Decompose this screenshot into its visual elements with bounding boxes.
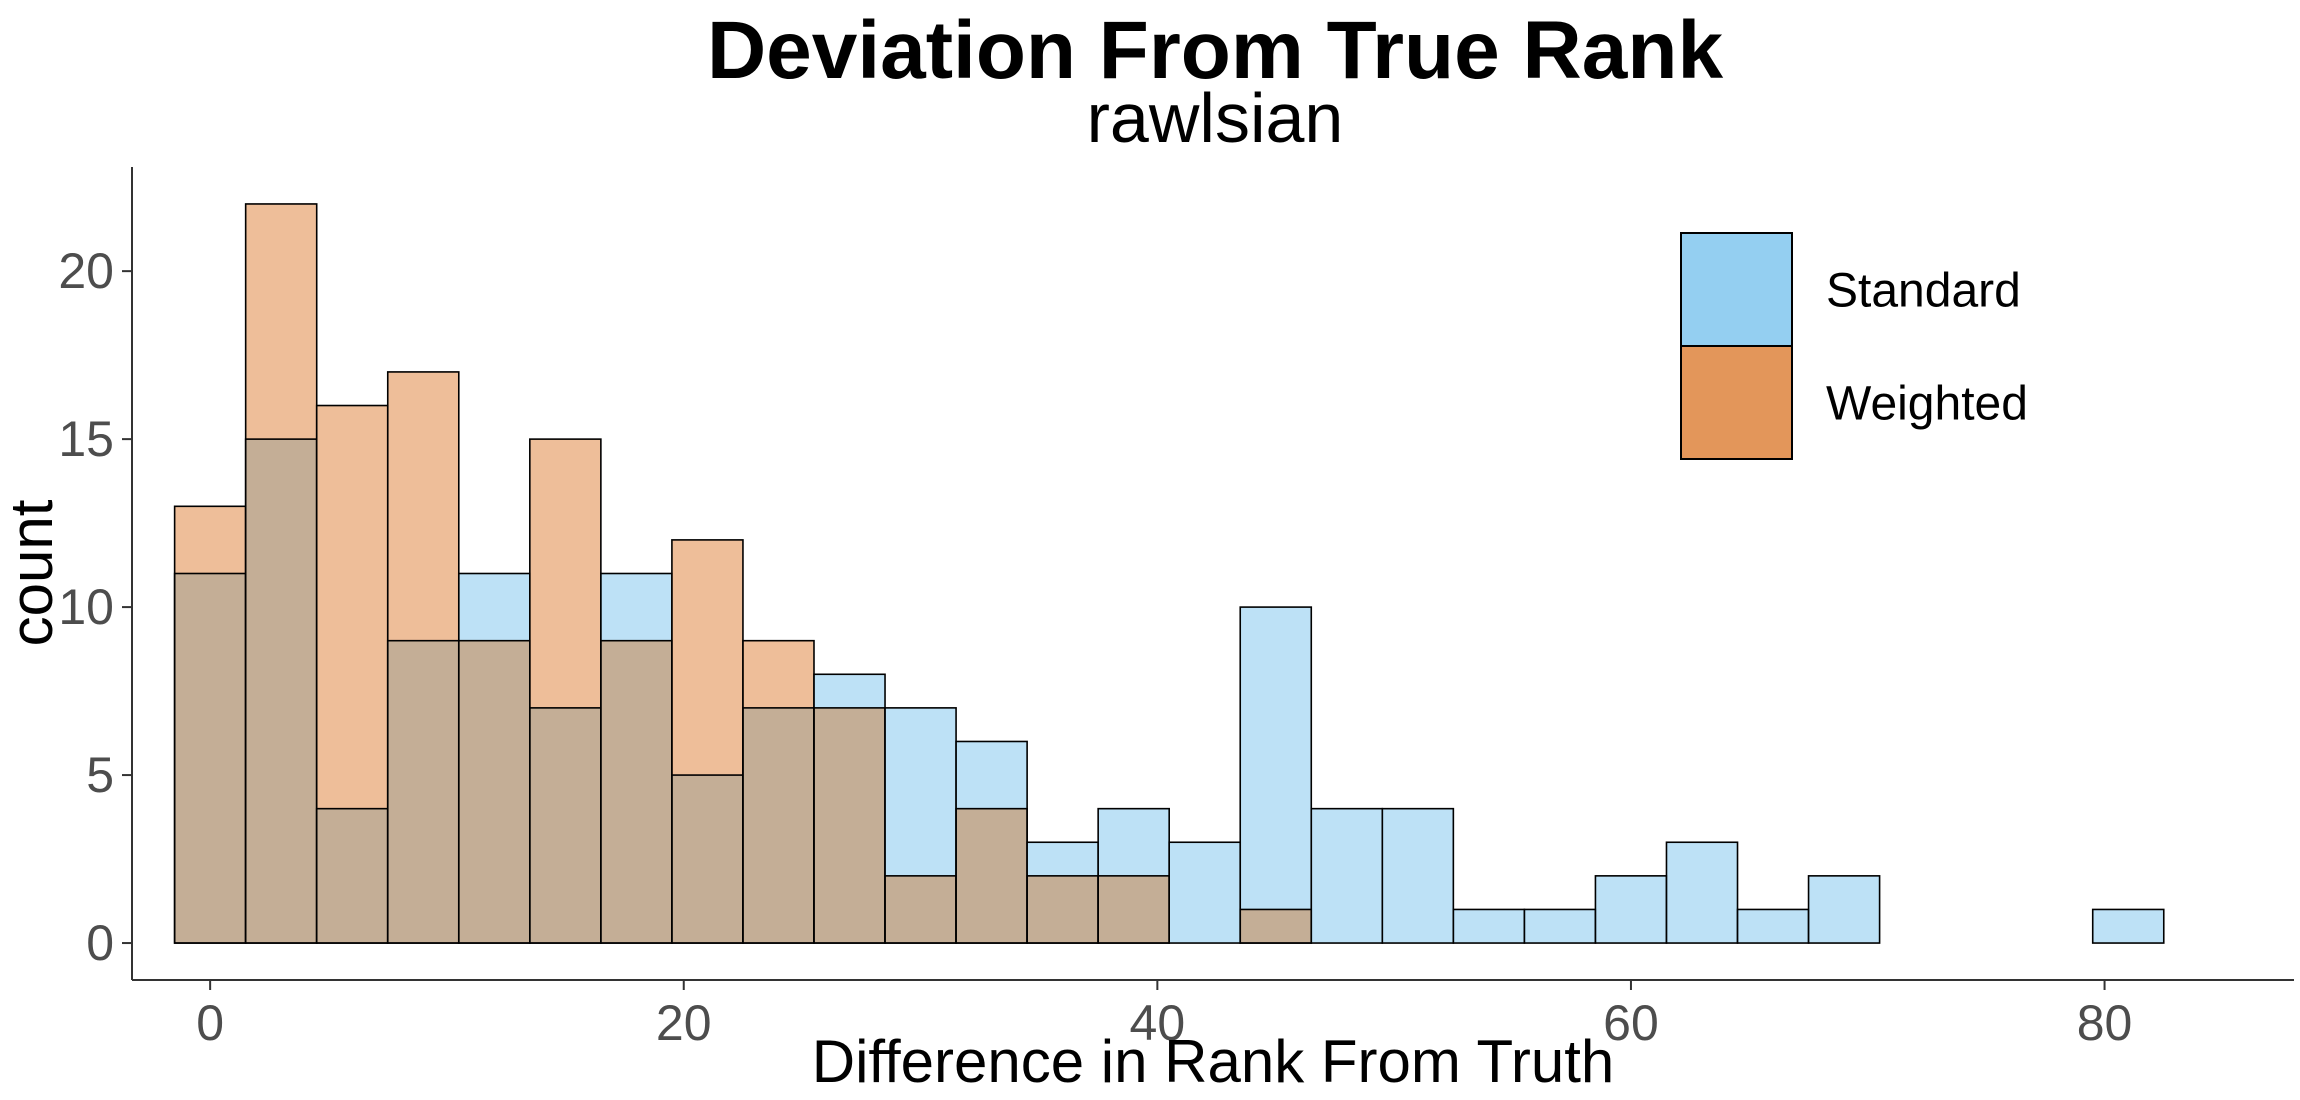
- y-tick-label: 20: [58, 243, 114, 299]
- y-tick-label: 0: [86, 915, 114, 971]
- bar-overlap: [1098, 875, 1170, 944]
- bar-standard-only: [458, 573, 530, 641]
- bar-standard-only: [1737, 909, 1809, 944]
- bar-standard-only: [1524, 909, 1596, 944]
- bar-weighted-only: [174, 506, 246, 574]
- bar-standard: [1665, 841, 1739, 944]
- bar-standard-only: [885, 707, 957, 876]
- bar-overlap: [671, 775, 743, 944]
- bar-standard-only: [1382, 808, 1454, 944]
- bar-overlap: [316, 808, 388, 944]
- bar-overlap: [1240, 909, 1312, 944]
- bar-standard-only: [813, 674, 886, 708]
- legend-label-weighted: Weighted: [1826, 378, 2028, 431]
- bar-weighted-only: [387, 371, 459, 641]
- y-tick-label: 15: [58, 411, 114, 467]
- legend: Standard Weighted: [1680, 232, 2028, 460]
- bar-overlap: [174, 573, 246, 944]
- bar-overlap: [956, 808, 1028, 944]
- bar-standard-only: [1666, 842, 1738, 944]
- bar-standard-only: [1240, 607, 1312, 910]
- bar-overlap: [885, 875, 957, 944]
- bar-standard: [1807, 875, 1881, 944]
- bar-overlap: [742, 707, 814, 944]
- bar-overlap: [245, 439, 317, 944]
- bar-standard-only: [600, 573, 672, 641]
- bars-layer: [173, 203, 2165, 944]
- y-axis-ticks: 0 5 10 15 20: [58, 243, 132, 971]
- bar-weighted-only: [245, 203, 317, 440]
- bar-standard-only: [1311, 808, 1383, 944]
- x-tick-label: 60: [1603, 995, 1659, 1051]
- bar-standard-only: [1098, 808, 1170, 876]
- bar-weighted-only: [529, 439, 601, 708]
- chart-subtitle: rawlsian: [1087, 79, 1344, 157]
- bar-standard-only: [1453, 909, 1525, 944]
- bar-standard: [2091, 908, 2165, 944]
- bar-overlap: [600, 640, 672, 944]
- y-tick-label: 5: [86, 747, 114, 803]
- bar-weighted-only: [671, 539, 743, 776]
- bar-overlap: [1027, 875, 1099, 944]
- legend-label-standard: Standard: [1826, 265, 2021, 318]
- bar-standard-only: [2092, 909, 2164, 944]
- x-tick-label: 0: [196, 995, 224, 1051]
- bar-standard-only: [1169, 842, 1241, 944]
- bar-standard-only: [1595, 875, 1667, 944]
- x-tick-label: 80: [2077, 995, 2133, 1051]
- chart-title: Deviation From True Rank: [707, 5, 1724, 96]
- bar-weighted-only: [742, 640, 814, 708]
- legend-key-weighted: [1680, 345, 1793, 460]
- y-tick-label: 10: [58, 579, 114, 635]
- bar-standard-only: [1808, 875, 1880, 944]
- bar-overlap: [458, 640, 530, 944]
- legend-key-standard: [1680, 232, 1793, 347]
- x-tick-label: 40: [1130, 995, 1186, 1051]
- bar-overlap: [529, 707, 601, 944]
- bar-standard-only: [1027, 842, 1099, 876]
- bar-overlap: [813, 707, 886, 944]
- bar-standard: [1381, 807, 1455, 944]
- bar-weighted-only: [316, 405, 388, 809]
- x-axis-title: Difference in Rank From Truth: [812, 1028, 1615, 1095]
- bar-standard-only: [956, 741, 1028, 809]
- x-tick-label: 20: [656, 995, 712, 1051]
- bar-overlap: [387, 640, 459, 944]
- x-axis-ticks: 0 20 40 60 80: [196, 980, 2132, 1051]
- y-axis-title: count: [0, 499, 65, 646]
